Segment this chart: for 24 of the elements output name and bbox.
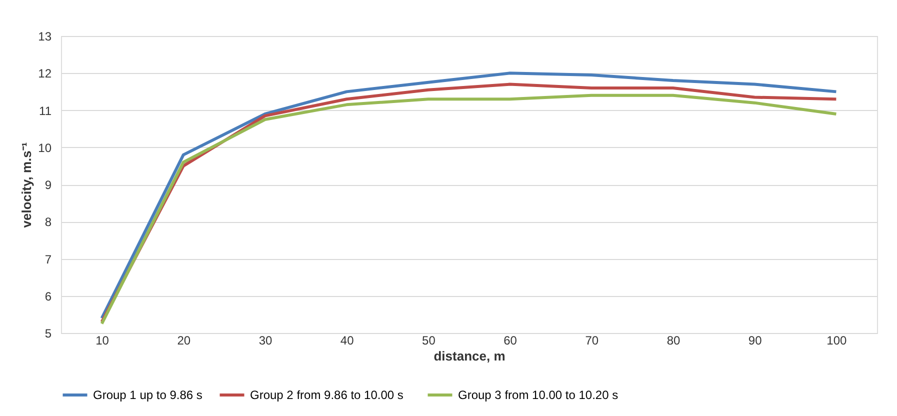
x-tick-label: 90 [748,334,762,348]
y-tick-label: 7 [44,252,52,266]
legend-label: Group 2 from 9.86 to 10.00 s [250,388,404,402]
y-tick-label: 9 [44,178,52,192]
x-tick-label: 60 [504,334,518,348]
y-tick-label: 6 [44,289,52,304]
y-axis-title: velocity, m.s⁻¹ [19,142,34,228]
legend-label: Group 1 up to 9.86 s [93,388,202,402]
x-tick-label: 40 [340,334,354,348]
x-tick-label: 30 [258,334,272,348]
y-tick-label: 13 [38,30,52,44]
legend-label: Group 3 from 10.00 to 10.20 s [458,388,618,402]
y-tick-label: 10 [38,140,52,155]
x-tick-label: 70 [585,334,599,348]
y-tick-label: 11 [39,104,52,118]
x-tick-label: 50 [422,334,436,348]
x-tick-label: 10 [96,334,110,348]
x-tick-label: 80 [666,334,680,348]
y-tick-label: 12 [38,66,52,81]
x-tick-label: 20 [177,334,191,348]
x-axis-title: distance, m [434,348,506,364]
y-tick-label: 8 [44,215,52,230]
x-tick-label: 100 [826,334,848,348]
y-tick-label: 5 [44,326,52,340]
